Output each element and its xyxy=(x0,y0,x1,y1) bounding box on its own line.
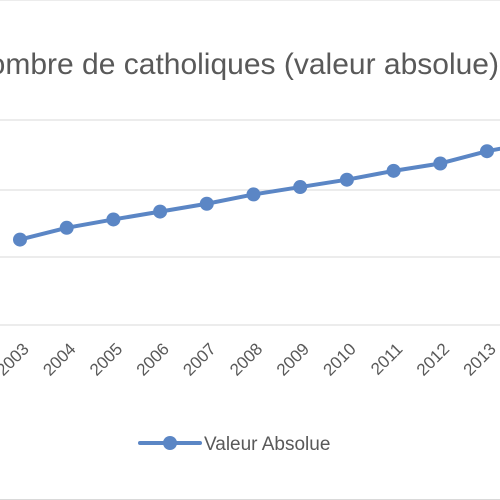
data-point-2012[interactable] xyxy=(433,156,448,171)
data-point-2011[interactable] xyxy=(386,163,401,178)
x-tick-label-2009: 2009 xyxy=(273,339,313,379)
x-tick-label-2004: 2004 xyxy=(39,339,79,379)
x-tick-label-2013: 2013 xyxy=(460,339,500,379)
data-point-2003[interactable] xyxy=(13,232,27,247)
chart-title: Nombre de catholiques (valeur absolue) xyxy=(0,48,499,81)
legend-label: Valeur Absolue xyxy=(204,434,330,455)
x-tick-label-2010: 2010 xyxy=(320,339,360,379)
data-point-2013[interactable] xyxy=(480,144,494,159)
x-tick-label-2008: 2008 xyxy=(226,339,266,379)
data-point-2004[interactable] xyxy=(59,220,74,235)
data-point-2006[interactable] xyxy=(153,204,168,219)
data-point-2010[interactable] xyxy=(339,172,354,187)
data-point-2005[interactable] xyxy=(106,212,121,227)
legend-dot-marker xyxy=(163,436,177,450)
series-line-valeur-absolue xyxy=(19,146,500,242)
x-axis-tick-labels: 2003 2004 2005 2006 2007 2008 2009 2010 2011 2012… xyxy=(0,339,500,379)
x-tick-label-2007: 2007 xyxy=(179,339,219,379)
x-tick-label-2012: 2012 xyxy=(413,339,453,379)
x-tick-label-2003: 2003 xyxy=(0,339,33,379)
series-layer xyxy=(13,144,500,247)
x-tick-label-2006: 2006 xyxy=(133,339,173,379)
gridlines xyxy=(0,119,500,326)
data-point-2008[interactable] xyxy=(246,187,261,202)
data-point-2009[interactable] xyxy=(293,180,308,195)
x-tick-label-2011: 2011 xyxy=(367,339,406,378)
data-point-2007[interactable] xyxy=(199,196,214,211)
legend[interactable]: Valeur Absolue xyxy=(138,434,330,455)
x-tick-label-2005: 2005 xyxy=(86,339,126,379)
